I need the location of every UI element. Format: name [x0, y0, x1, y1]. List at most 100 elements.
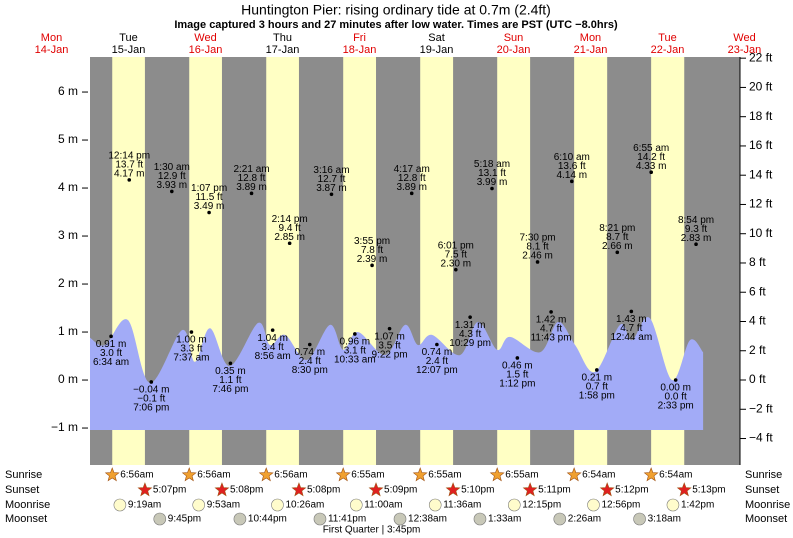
moonset-icon	[553, 512, 567, 526]
extreme-m-label: 4.17 m	[114, 169, 145, 180]
moonrise-icon	[666, 498, 680, 512]
extreme-ft-label: 9.3 ft	[685, 224, 707, 235]
extreme-ft-label: 13.7 ft	[115, 160, 143, 171]
extreme-time: 12:07 pm	[416, 365, 458, 376]
moonset-icon	[313, 512, 327, 526]
extreme-ft-label: 4.3 ft	[459, 329, 481, 340]
event-time: 6:56am	[197, 470, 230, 481]
day-date: 16-Jan	[189, 44, 223, 56]
extreme-m-label: 1.04 m	[257, 333, 288, 344]
extreme-dot	[569, 179, 574, 184]
extreme-m-label: 0.96 m	[340, 337, 371, 348]
day-weekday: Fri	[353, 32, 366, 44]
event-time: 5:09pm	[384, 485, 417, 496]
moonrise-icon	[349, 498, 363, 512]
y-tick-label: 1 m	[58, 324, 78, 338]
y2-tick-label: 8 ft	[749, 255, 766, 269]
extreme-dot	[673, 378, 678, 382]
event-time: 6:55am	[351, 470, 384, 481]
extreme-m-label: 1.31 m	[455, 320, 486, 331]
extreme-time: 6:10 am	[554, 152, 590, 163]
extreme-time: 3:16 am	[313, 165, 349, 176]
event-time: 1:42pm	[681, 500, 714, 511]
extreme-m-label: 2.66 m	[602, 241, 633, 252]
day-date: 23-Jan	[728, 44, 762, 56]
extreme-time: 8:30 pm	[292, 365, 328, 376]
moonrise-icon	[507, 498, 521, 512]
extreme-ft-label: 12.8 ft	[398, 173, 426, 184]
extreme-dot	[228, 361, 233, 366]
extreme-dot	[615, 250, 620, 255]
sunset-icon	[522, 482, 538, 497]
extreme-m-label: 2.46 m	[522, 251, 553, 262]
extreme-dot	[535, 260, 540, 264]
extreme-ft-label: 7.5 ft	[445, 249, 467, 260]
extreme-dot	[387, 326, 392, 331]
extreme-time: 8:54 pm	[678, 215, 714, 226]
extreme-dot	[435, 342, 439, 347]
extreme-dot	[629, 309, 634, 314]
extreme-time: 1:07 pm	[191, 183, 227, 194]
day-weekday: Wed	[733, 32, 755, 44]
extreme-m-label: 1.43 m	[616, 314, 647, 325]
day-weekday: Wed	[194, 32, 216, 44]
moonrise-icon	[192, 498, 205, 512]
extreme-m-label: 2.83 m	[681, 233, 712, 244]
extreme-m-label: 0.21 m	[582, 373, 613, 384]
sunset-icon	[599, 482, 615, 497]
event-time: 6:55am	[505, 470, 538, 481]
moonset-icon	[153, 512, 167, 526]
extreme-dot	[287, 241, 292, 246]
row-label-right: Moonset	[745, 513, 787, 525]
extreme-m-label: 0.00 m	[660, 383, 691, 394]
extreme-time: 7:37 am	[173, 353, 209, 364]
extreme-dot	[694, 242, 698, 246]
extreme-ft-label: 2.4 ft	[426, 356, 448, 367]
extreme-dot	[649, 170, 653, 174]
extreme-time: 2:33 pm	[658, 401, 694, 412]
extreme-m-label: 1.07 m	[374, 331, 405, 342]
row-label: Moonrise	[5, 499, 50, 511]
extreme-time: 6:01 pm	[438, 240, 474, 251]
extreme-ft-label: 0.0 ft	[665, 392, 687, 403]
moonrise-icon	[113, 498, 127, 512]
event-time: 6:56am	[120, 470, 153, 481]
y2-tick-label: 10 ft	[749, 226, 773, 240]
event-time: 11:36am	[443, 500, 481, 511]
event-time: 9:19am	[128, 500, 161, 511]
extreme-time: 1:30 am	[154, 162, 190, 173]
extreme-time: 10:33 am	[334, 355, 376, 366]
extreme-time: 6:34 am	[93, 357, 129, 368]
sunrise-icon	[489, 467, 505, 482]
y2-tick-label: 6 ft	[749, 284, 766, 298]
extreme-dot	[490, 186, 494, 191]
day-date: 14-Jan	[35, 44, 69, 56]
event-time: 9:53am	[207, 500, 240, 511]
event-time: 5:11pm	[538, 485, 571, 496]
y2-tick-label: 22 ft	[749, 50, 773, 64]
day-date: 22-Jan	[651, 44, 685, 56]
y-tick-label: 4 m	[58, 180, 78, 194]
y2-tick-label: 4 ft	[749, 314, 766, 328]
chart-title: Huntington Pier: rising ordinary tide at…	[241, 2, 551, 18]
y2-tick-label: 14 ft	[749, 167, 773, 181]
extreme-ft-label: 12.7 ft	[318, 174, 346, 185]
row-label: Sunset	[5, 484, 39, 496]
extreme-time: 6:55 am	[633, 143, 669, 154]
moonrise-icon	[428, 498, 442, 512]
event-time: 2:26am	[568, 514, 601, 525]
extreme-ft-label: 13.6 ft	[558, 161, 586, 172]
extreme-time: 2:21 am	[233, 164, 269, 175]
day-weekday: Sun	[504, 32, 524, 44]
extreme-dot	[370, 263, 374, 268]
day-weekday: Tue	[119, 32, 138, 44]
event-time: 5:13pm	[692, 485, 725, 496]
extreme-time: 11:43 pm	[531, 333, 572, 344]
event-time: 9:45pm	[168, 514, 201, 525]
sunset-icon	[137, 482, 153, 497]
row-label-right: Sunrise	[745, 469, 782, 481]
extreme-dot	[307, 342, 312, 347]
extreme-m-label: 0.74 m	[294, 347, 325, 358]
day-weekday: Mon	[41, 32, 62, 44]
extreme-ft-label: 1.5 ft	[506, 370, 528, 381]
